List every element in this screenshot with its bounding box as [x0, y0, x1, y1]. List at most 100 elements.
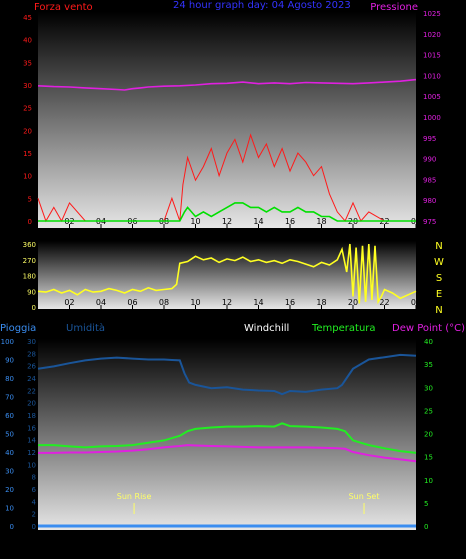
compass-label: N [435, 241, 442, 252]
x-tick-label: 08 [159, 538, 169, 547]
humidity-series-line [37, 353, 417, 396]
wind-axis-ticks: 0 5 10 15 20 25 30 35 40 45 [23, 14, 32, 226]
y-tick-label: 22 [27, 387, 36, 395]
compass-label: E [436, 289, 442, 300]
wind-direction-plot-area [38, 241, 416, 309]
y-tick-label: 18 [27, 412, 36, 420]
y-tick-label: 270 [23, 257, 36, 265]
dewpoint-series-line [38, 444, 417, 463]
y-tick-label: 20 [424, 431, 433, 439]
y-tick-label: 6 [32, 486, 37, 494]
y-tick-label: 0 [32, 304, 36, 312]
y-tick-label: 35 [23, 59, 32, 67]
y-tick-label: 0 [424, 523, 428, 531]
y-tick-label: 35 [424, 361, 433, 369]
y-tick-label: 360 [23, 241, 36, 249]
temperature-series-line [38, 422, 417, 454]
y-tick-label: 40 [23, 37, 32, 45]
y-tick-label: 985 [423, 176, 436, 184]
y-tick-label: 1020 [423, 31, 441, 39]
x-tick-label: 06 [127, 538, 137, 547]
y-tick-label: 40 [424, 338, 433, 346]
x-tick-label: 08 [159, 298, 169, 307]
sun-label: Sun Rise [117, 492, 152, 501]
x-tick-label: 18 [316, 217, 326, 226]
x-tick-label: 02 [64, 538, 74, 547]
x-tick-label: 22 [379, 298, 389, 307]
y-tick-label: 30 [23, 82, 32, 90]
x-tick-label: 16 [285, 538, 295, 547]
x-tick-label: 00 [411, 538, 421, 547]
x-tick-label: 12 [222, 538, 232, 547]
x-tick-label: 14 [253, 217, 263, 226]
y-tick-label: 990 [423, 156, 436, 164]
y-tick-label: 10 [5, 505, 14, 513]
y-tick-label: 1000 [423, 114, 441, 122]
y-tick-label: 12 [27, 449, 36, 457]
temperature-x-axis-ticks: 02 04 06 08 10 12 14 16 18 20 22 00 [64, 538, 421, 549]
rain-axis-ticks: 0 10 20 30 40 50 60 70 80 90 100 [1, 338, 14, 531]
x-tick-label: 22 [379, 538, 389, 547]
chart-title: 24 hour graph day: 04 Agosto 2023 [173, 0, 351, 11]
legend-temperature: Temperatura [311, 323, 376, 334]
x-tick-label: 04 [96, 538, 106, 547]
compass-label: N [435, 305, 442, 316]
y-tick-label: 5 [28, 195, 32, 203]
y-tick-label: 1010 [423, 72, 441, 80]
y-tick-label: 20 [23, 127, 32, 135]
y-tick-label: 16 [27, 424, 36, 432]
y-tick-label: 90 [5, 357, 14, 365]
temperature-legend: Pioggia Umidità Windchill Temperatura De… [0, 322, 465, 334]
direction-x-axis-ticks: 02 04 06 08 10 12 14 16 18 20 22 00 [64, 298, 421, 309]
temperature-plot-area [38, 339, 416, 530]
x-tick-label: 12 [222, 217, 232, 226]
legend-dewpoint: Dew Point (°C) [392, 323, 465, 334]
x-tick-label: 18 [316, 538, 326, 547]
x-tick-label: 16 [285, 298, 295, 307]
y-tick-label: 14 [27, 437, 36, 445]
y-tick-label: 975 [423, 218, 436, 226]
y-tick-label: 995 [423, 135, 436, 143]
y-tick-label: 30 [424, 384, 433, 392]
x-tick-label: 12 [222, 298, 232, 307]
x-tick-label: 10 [190, 538, 200, 547]
x-tick-label: 18 [316, 298, 326, 307]
y-tick-label: 4 [32, 498, 37, 506]
y-tick-label: 50 [5, 431, 14, 439]
y-tick-label: 1005 [423, 93, 441, 101]
x-tick-label: 20 [348, 538, 358, 547]
x-tick-label: 00 [411, 298, 421, 307]
direction-axis-ticks: 0 90 180 270 360 [23, 241, 36, 312]
y-tick-label: 180 [23, 273, 36, 281]
y-tick-label: 10 [424, 477, 433, 485]
legend-windchill: Windchill [244, 323, 289, 334]
y-tick-label: 40 [5, 449, 14, 457]
y-tick-label: 15 [23, 150, 32, 158]
y-tick-label: 20 [27, 400, 36, 408]
y-tick-label: 20 [5, 486, 14, 494]
x-tick-label: 14 [253, 538, 263, 547]
y-tick-label: 2 [32, 511, 36, 519]
y-tick-label: 25 [424, 407, 433, 415]
y-tick-label: 80 [5, 375, 14, 383]
x-tick-label: 10 [190, 298, 200, 307]
wind-pressure-plot-area [38, 12, 416, 228]
y-tick-label: 28 [27, 350, 36, 358]
y-tick-label: 90 [27, 288, 36, 296]
x-tick-label: 20 [348, 298, 358, 307]
pressure-axis-title: Pressione [370, 2, 418, 13]
wind-direction-series-line [37, 243, 417, 305]
y-tick-label: 10 [27, 461, 36, 469]
x-tick-label: 06 [127, 298, 137, 307]
temperature-axis-ticks: 0 5 10 15 20 25 30 35 40 [424, 338, 433, 531]
y-tick-label: 15 [424, 454, 433, 462]
pressure-series-line [37, 78, 417, 91]
y-tick-label: 0 [28, 218, 32, 226]
y-tick-label: 30 [5, 468, 14, 476]
y-tick-label: 980 [423, 197, 436, 205]
x-tick-label: 14 [253, 298, 263, 307]
y-tick-label: 70 [5, 394, 14, 402]
